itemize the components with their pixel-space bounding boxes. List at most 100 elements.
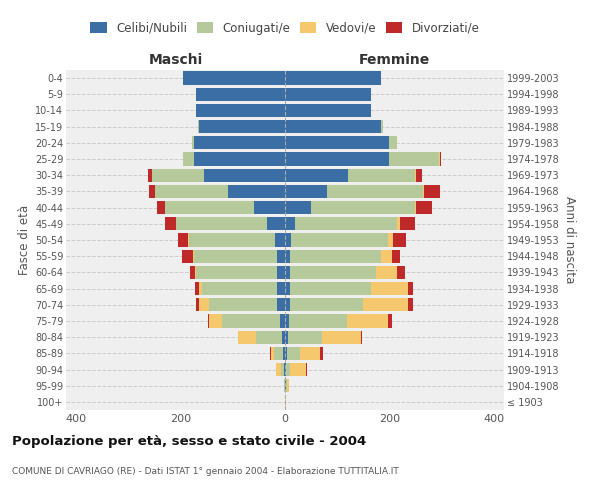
Bar	[285, 136, 389, 149]
Bar	[182, 250, 193, 263]
Bar	[271, 346, 274, 360]
Bar	[155, 185, 227, 198]
Bar	[424, 185, 440, 198]
Bar	[285, 330, 287, 344]
Bar	[202, 282, 277, 295]
Bar	[361, 330, 362, 344]
Text: COMUNE DI CAVRIAGO (RE) - Dati ISTAT 1° gennaio 2004 - Elaborazione TUTTITALIA.I: COMUNE DI CAVRIAGO (RE) - Dati ISTAT 1° …	[12, 468, 399, 476]
Bar	[423, 185, 424, 198]
Bar	[416, 201, 432, 214]
Bar	[281, 363, 284, 376]
Text: Popolazione per età, sesso e stato civile - 2004: Popolazione per età, sesso e stato civil…	[12, 435, 366, 448]
Bar	[165, 201, 254, 214]
Bar	[280, 314, 285, 328]
Bar	[277, 250, 285, 263]
Bar	[195, 282, 199, 295]
Bar	[290, 363, 306, 376]
Bar	[285, 250, 290, 263]
Bar	[256, 330, 283, 344]
Bar	[285, 104, 371, 117]
Bar	[286, 363, 290, 376]
Bar	[254, 201, 285, 214]
Bar	[388, 234, 393, 246]
Bar	[290, 298, 363, 312]
Bar	[397, 217, 400, 230]
Bar	[148, 168, 152, 182]
Bar	[149, 185, 155, 198]
Bar	[299, 346, 320, 360]
Bar	[400, 217, 415, 230]
Bar	[193, 250, 194, 263]
Bar	[389, 152, 439, 166]
Bar	[184, 152, 194, 166]
Bar	[277, 266, 285, 279]
Bar	[311, 201, 415, 214]
Bar	[223, 314, 280, 328]
Bar	[275, 234, 285, 246]
Bar	[184, 72, 285, 85]
Bar	[194, 136, 285, 149]
Bar	[196, 298, 199, 312]
Bar	[190, 266, 195, 279]
Bar	[285, 185, 327, 198]
Bar	[415, 201, 416, 214]
Bar	[277, 282, 285, 295]
Bar	[320, 346, 323, 360]
Legend: Celibi/Nubili, Coniugati/e, Vedovi/e, Divorziati/e: Celibi/Nubili, Coniugati/e, Vedovi/e, Di…	[90, 22, 480, 35]
Bar	[287, 379, 289, 392]
Bar	[306, 363, 307, 376]
Bar	[407, 282, 413, 295]
Bar	[287, 346, 299, 360]
Bar	[285, 346, 287, 360]
Bar	[392, 250, 400, 263]
Bar	[285, 314, 289, 328]
Bar	[376, 266, 397, 279]
Bar	[382, 120, 383, 134]
Bar	[178, 234, 188, 246]
Bar	[192, 136, 194, 149]
Bar	[199, 282, 202, 295]
Bar	[285, 363, 286, 376]
Bar	[285, 88, 371, 101]
Bar	[347, 314, 388, 328]
Bar	[198, 120, 199, 134]
Bar	[290, 266, 376, 279]
Bar	[208, 314, 209, 328]
Bar	[389, 136, 397, 149]
Bar	[196, 266, 277, 279]
Bar	[274, 346, 283, 360]
Bar	[407, 298, 413, 312]
Bar	[152, 168, 204, 182]
Bar	[295, 217, 397, 230]
Bar	[285, 298, 290, 312]
Bar	[439, 152, 440, 166]
Text: Femmine: Femmine	[359, 53, 430, 67]
Bar	[165, 217, 175, 230]
Bar	[397, 266, 405, 279]
Bar	[291, 234, 388, 246]
Y-axis label: Fasce di età: Fasce di età	[17, 205, 31, 275]
Bar	[416, 168, 422, 182]
Bar	[347, 168, 415, 182]
Bar	[196, 88, 285, 101]
Bar	[290, 250, 382, 263]
Bar	[285, 168, 347, 182]
Bar	[199, 298, 209, 312]
Bar	[267, 217, 285, 230]
Bar	[276, 363, 281, 376]
Bar	[284, 363, 285, 376]
Bar	[289, 314, 347, 328]
Bar	[388, 314, 392, 328]
Bar	[286, 379, 287, 392]
Bar	[415, 168, 416, 182]
Bar	[227, 185, 285, 198]
Text: Maschi: Maschi	[148, 53, 203, 67]
Bar	[277, 298, 285, 312]
Bar	[327, 185, 423, 198]
Bar	[238, 330, 256, 344]
Bar	[195, 266, 196, 279]
Bar	[157, 201, 165, 214]
Bar	[194, 250, 277, 263]
Bar	[322, 330, 361, 344]
Bar	[285, 72, 382, 85]
